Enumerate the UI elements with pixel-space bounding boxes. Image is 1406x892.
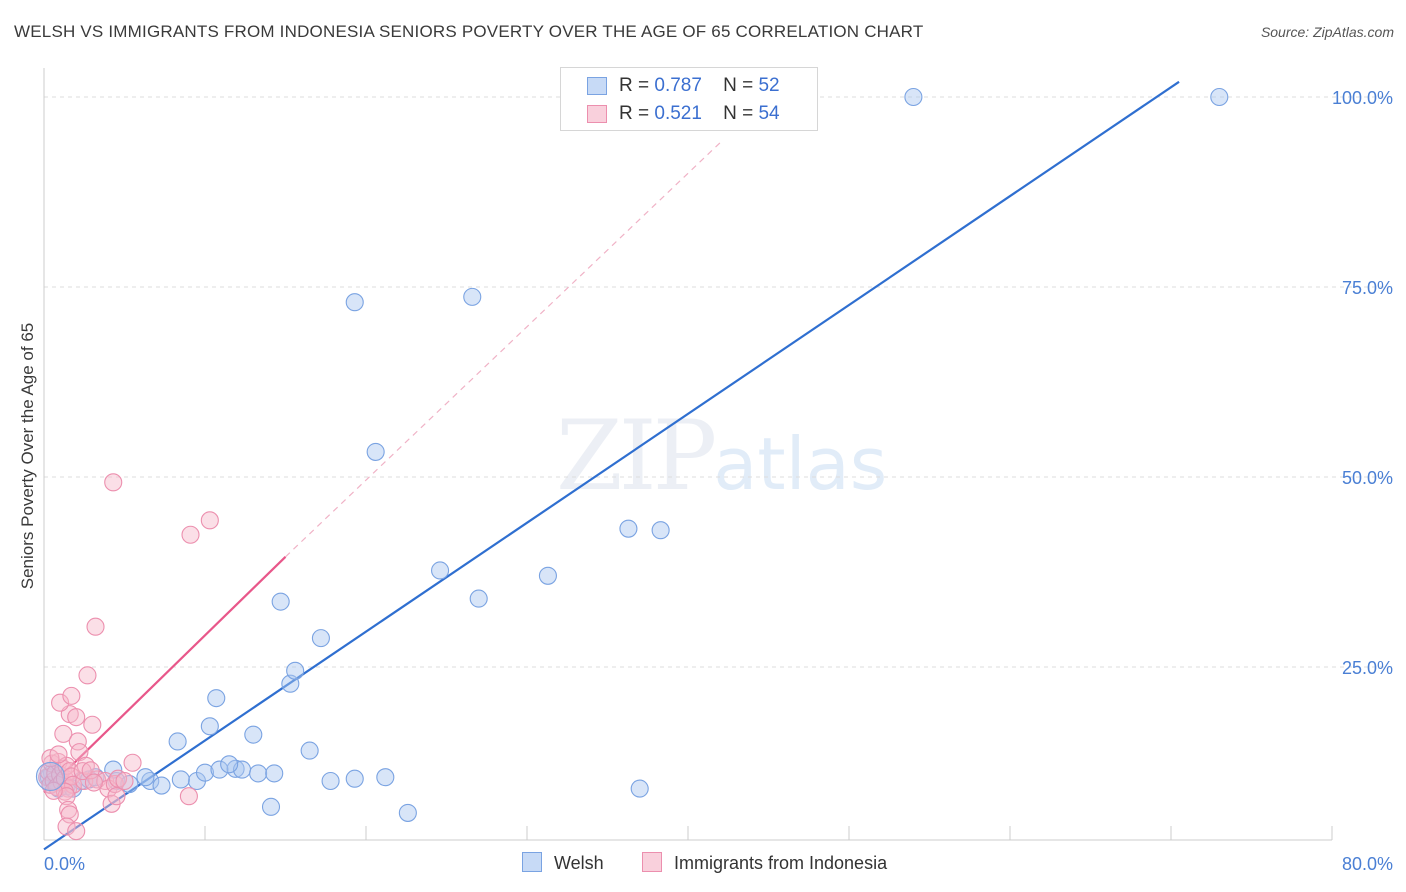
y-tick-label: 75.0% bbox=[1342, 278, 1393, 298]
indonesia-point bbox=[67, 708, 86, 727]
x-tick-label-max: 80.0% bbox=[1342, 854, 1393, 874]
welsh-point bbox=[431, 561, 450, 580]
x-tick-label-min: 0.0% bbox=[44, 854, 85, 874]
welsh-point bbox=[366, 442, 385, 461]
indonesia-point bbox=[54, 724, 73, 743]
welsh-point bbox=[345, 293, 364, 312]
r-label: R = bbox=[619, 75, 650, 96]
welsh-point bbox=[152, 776, 171, 795]
welsh-point bbox=[469, 589, 488, 608]
welsh-point bbox=[220, 755, 239, 774]
welsh-point bbox=[244, 725, 263, 744]
n-value-welsh: 52 bbox=[758, 75, 780, 96]
y-tick-label: 50.0% bbox=[1342, 468, 1393, 488]
welsh-point bbox=[35, 761, 65, 791]
indonesia-point bbox=[115, 771, 134, 791]
legend-label-indonesia: Immigrants from Indonesia bbox=[674, 853, 888, 873]
y-tick-label: 25.0% bbox=[1342, 658, 1393, 678]
indonesia-point bbox=[179, 787, 198, 806]
welsh-point bbox=[651, 521, 670, 540]
welsh-point bbox=[300, 741, 319, 760]
welsh-point bbox=[226, 759, 245, 778]
n-value-indonesia: 54 bbox=[758, 103, 780, 124]
welsh-point bbox=[195, 763, 215, 782]
r-value-indonesia: 0.521 bbox=[654, 103, 702, 124]
indonesia-point bbox=[84, 773, 103, 792]
welsh-point bbox=[311, 629, 330, 648]
welsh-point bbox=[630, 779, 649, 798]
trend-lines bbox=[43, 80, 1180, 851]
welsh-point bbox=[619, 519, 638, 538]
indonesia-point bbox=[123, 753, 142, 772]
indonesia-point bbox=[181, 525, 200, 544]
tick-labels: 25.0% 50.0% 75.0% 100.0% 0.0% 80.0% bbox=[44, 88, 1393, 874]
welsh-point bbox=[286, 661, 305, 680]
indonesia-point bbox=[51, 693, 70, 712]
welsh-point bbox=[249, 764, 268, 783]
y-tick-label: 100.0% bbox=[1332, 88, 1393, 108]
welsh-trend-line bbox=[43, 80, 1180, 851]
indonesia-point bbox=[57, 817, 76, 836]
welsh-point bbox=[463, 287, 482, 306]
watermark-main: ZIP bbox=[556, 400, 717, 512]
grid-lines bbox=[44, 96, 1395, 668]
welsh-legend-swatch bbox=[522, 852, 542, 872]
indonesia-point bbox=[78, 666, 97, 685]
welsh-point bbox=[207, 689, 226, 708]
data-points bbox=[35, 87, 1229, 841]
n-label: N = bbox=[723, 103, 754, 124]
welsh-point bbox=[171, 770, 190, 789]
welsh-point bbox=[136, 768, 155, 787]
legend-text-indonesia: R = 0.521 N = 54 bbox=[619, 103, 780, 125]
welsh-point bbox=[265, 764, 284, 783]
chart-title: WELSH VS IMMIGRANTS FROM INDONESIA SENIO… bbox=[14, 22, 924, 41]
indonesia-trend-extension bbox=[285, 142, 721, 558]
watermark: ZIPatlas bbox=[556, 400, 887, 512]
welsh-point bbox=[345, 769, 364, 788]
welsh-point bbox=[210, 760, 229, 779]
indonesia-legend-swatch bbox=[642, 852, 662, 872]
r-value-welsh: 0.787 bbox=[654, 75, 702, 96]
welsh-point bbox=[168, 732, 187, 751]
legend-text-welsh: R = 0.787 N = 52 bbox=[619, 75, 780, 97]
welsh-point bbox=[538, 566, 557, 585]
indonesia-point bbox=[44, 781, 63, 800]
indonesia-point bbox=[49, 745, 68, 764]
welsh-point bbox=[321, 771, 340, 791]
r-label: R = bbox=[619, 103, 650, 124]
indonesia-point bbox=[67, 822, 86, 841]
legend-item-indonesia: Immigrants from Indonesia bbox=[642, 852, 887, 874]
source-label: Source: ZipAtlas.com bbox=[1260, 24, 1394, 40]
indonesia-point bbox=[83, 715, 102, 734]
axes bbox=[43, 68, 1333, 841]
indonesia-trend-line bbox=[43, 556, 287, 794]
indonesia-point bbox=[107, 787, 126, 806]
welsh-point bbox=[376, 768, 395, 787]
indonesia-point bbox=[62, 686, 81, 705]
welsh-point bbox=[904, 87, 923, 107]
welsh-point bbox=[1210, 87, 1229, 107]
indonesia-point bbox=[200, 511, 219, 530]
legend-label-welsh: Welsh bbox=[554, 853, 604, 873]
legend-item-welsh: Welsh bbox=[522, 852, 604, 874]
welsh-point bbox=[398, 803, 417, 822]
welsh-point bbox=[200, 717, 219, 736]
watermark-sub: atlas bbox=[713, 422, 888, 506]
welsh-point bbox=[261, 797, 281, 816]
welsh-point bbox=[120, 774, 139, 794]
indonesia-point bbox=[104, 473, 123, 492]
n-label: N = bbox=[723, 75, 754, 96]
welsh-point bbox=[271, 592, 290, 611]
correlation-legend: R = 0.787 N = 52 R = 0.521 N = 54 bbox=[560, 67, 818, 131]
indonesia-swatch bbox=[587, 105, 607, 123]
indonesia-point bbox=[86, 617, 105, 636]
welsh-swatch bbox=[587, 77, 607, 95]
